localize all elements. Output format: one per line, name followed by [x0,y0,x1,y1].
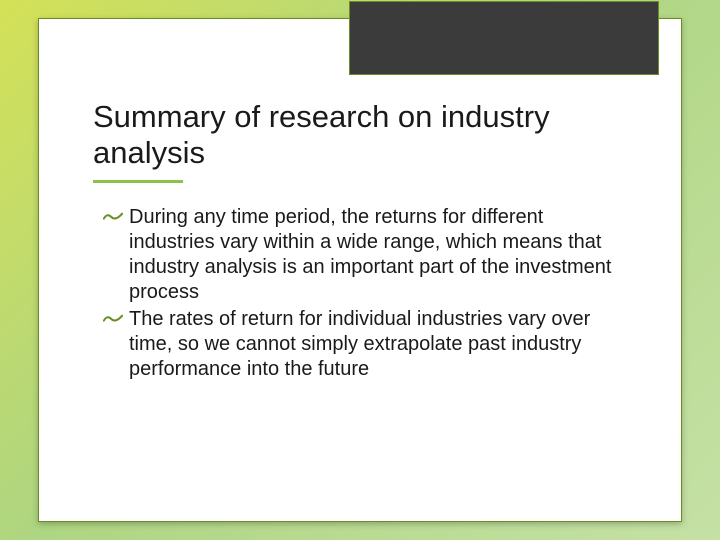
slide-title: Summary of research on industry analysis [93,99,627,170]
wave-bullet-icon [103,310,123,328]
title-underline [93,180,183,183]
bullet-text: The rates of return for individual indus… [129,308,590,380]
slide-content: Summary of research on industry analysis… [39,19,681,424]
bullet-list: During any time period, the returns for … [93,205,627,382]
wave-bullet-icon [103,208,123,226]
bullet-text: During any time period, the returns for … [129,206,611,303]
slide-card: Summary of research on industry analysis… [38,18,682,522]
decor-ribbon [349,1,659,75]
list-item: During any time period, the returns for … [103,205,627,305]
list-item: The rates of return for individual indus… [103,307,627,382]
